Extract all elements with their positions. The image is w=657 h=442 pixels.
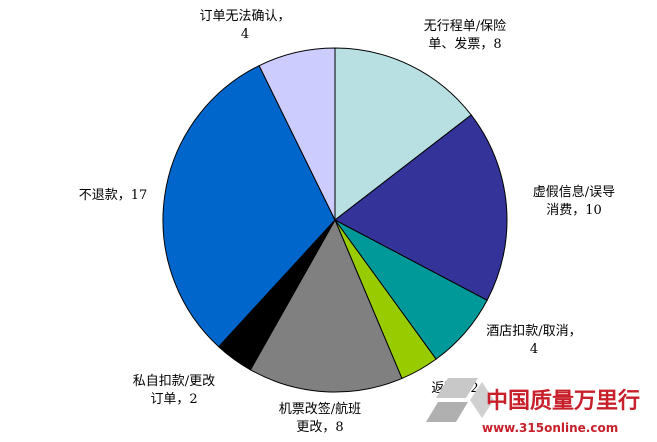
slice-label-2: 酒店扣款/取消， 4 [486, 324, 581, 357]
slice-labels: 无行程单/保险单、发票，8虚假信息/误导消费，10酒店扣款/取消，4返现，2机票… [79, 9, 615, 435]
slice-label-line: 单、发票，8 [428, 36, 501, 52]
slice-label-line: 无行程单/保险 [424, 19, 506, 34]
slice-label-line: 更改，8 [296, 420, 343, 435]
slice-label-0: 无行程单/保险单、发票，8 [424, 19, 506, 52]
slice-label-5: 私自扣款/更改订单，2 [133, 374, 215, 407]
slice-label-line: 机票改签/航班 [279, 401, 361, 417]
watermark-url: www.315online.com [482, 421, 618, 435]
pie-slice-1 [334, 114, 508, 301]
pie-slice-6 [162, 64, 336, 348]
pie-slice-0 [334, 47, 472, 222]
slice-label-line: 消费，10 [546, 203, 602, 218]
pie-slice-4 [249, 218, 403, 393]
slice-label-line: 私自扣款/更改 [133, 374, 215, 389]
slice-label-4: 机票改签/航班更改，8 [279, 401, 361, 435]
slice-label-line: 不退款，17 [79, 188, 148, 203]
pie-slice-7 [258, 47, 336, 221]
slice-label-line: 酒店扣款/取消， [486, 324, 581, 339]
slice-label-line: 订单，2 [150, 392, 197, 407]
slice-label-line: 4 [530, 342, 538, 357]
pie-slices [162, 47, 508, 393]
watermark-logo-icon [426, 378, 494, 422]
slice-label-line: 虚假信息/误导 [533, 184, 615, 200]
watermark: 中国质量万里行 www.315online.com [426, 378, 640, 435]
slice-label-7: 订单无法确认， 4 [199, 9, 290, 42]
slice-label-line: 订单无法确认， [199, 9, 290, 24]
watermark-text: 中国质量万里行 [486, 388, 640, 414]
slice-label-6: 不退款，17 [79, 188, 148, 203]
slice-label-line: 4 [241, 27, 249, 42]
slice-label-1: 虚假信息/误导消费，10 [533, 184, 615, 218]
